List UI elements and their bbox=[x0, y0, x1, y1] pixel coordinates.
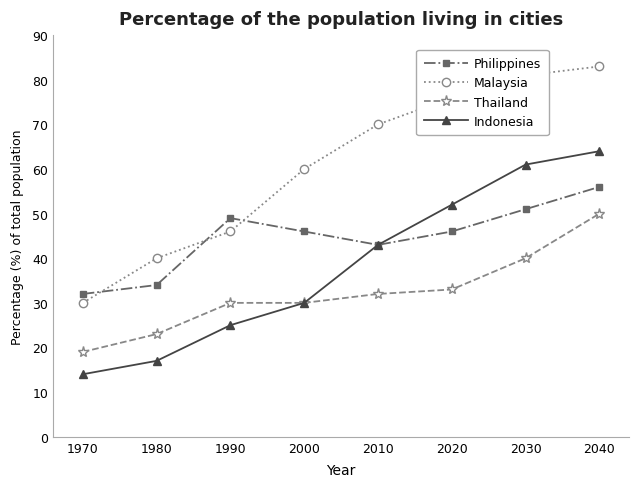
Thailand bbox=[153, 331, 161, 337]
Malaysia bbox=[300, 167, 308, 173]
Philippines bbox=[522, 207, 529, 213]
Philippines bbox=[153, 283, 161, 288]
Thailand bbox=[227, 300, 234, 306]
Title: Percentage of the population living in cities: Percentage of the population living in c… bbox=[119, 11, 563, 29]
Indonesia bbox=[153, 358, 161, 364]
Y-axis label: Percentage (%) of total population: Percentage (%) of total population bbox=[11, 129, 24, 344]
Legend: Philippines, Malaysia, Thailand, Indonesia: Philippines, Malaysia, Thailand, Indones… bbox=[417, 50, 548, 136]
Indonesia bbox=[374, 243, 382, 248]
Thailand bbox=[596, 211, 604, 217]
Malaysia bbox=[153, 256, 161, 262]
X-axis label: Year: Year bbox=[326, 463, 356, 477]
Indonesia bbox=[596, 149, 604, 155]
Philippines bbox=[79, 291, 86, 297]
Thailand bbox=[448, 287, 456, 293]
Line: Thailand: Thailand bbox=[77, 209, 605, 358]
Thailand bbox=[374, 291, 382, 297]
Philippines bbox=[300, 229, 308, 235]
Indonesia bbox=[300, 300, 308, 306]
Malaysia bbox=[79, 300, 86, 306]
Indonesia bbox=[522, 163, 529, 168]
Thailand bbox=[522, 256, 529, 262]
Philippines bbox=[374, 243, 382, 248]
Philippines bbox=[227, 216, 234, 222]
Malaysia bbox=[596, 64, 604, 70]
Line: Indonesia: Indonesia bbox=[79, 148, 604, 379]
Thailand bbox=[79, 349, 86, 355]
Malaysia bbox=[448, 96, 456, 102]
Indonesia bbox=[227, 323, 234, 328]
Malaysia bbox=[522, 73, 529, 79]
Malaysia bbox=[374, 122, 382, 128]
Philippines bbox=[448, 229, 456, 235]
Indonesia bbox=[448, 203, 456, 208]
Philippines bbox=[596, 184, 604, 190]
Malaysia bbox=[227, 229, 234, 235]
Thailand bbox=[300, 300, 308, 306]
Indonesia bbox=[79, 371, 86, 377]
Line: Philippines: Philippines bbox=[79, 184, 603, 298]
Line: Malaysia: Malaysia bbox=[79, 63, 604, 307]
